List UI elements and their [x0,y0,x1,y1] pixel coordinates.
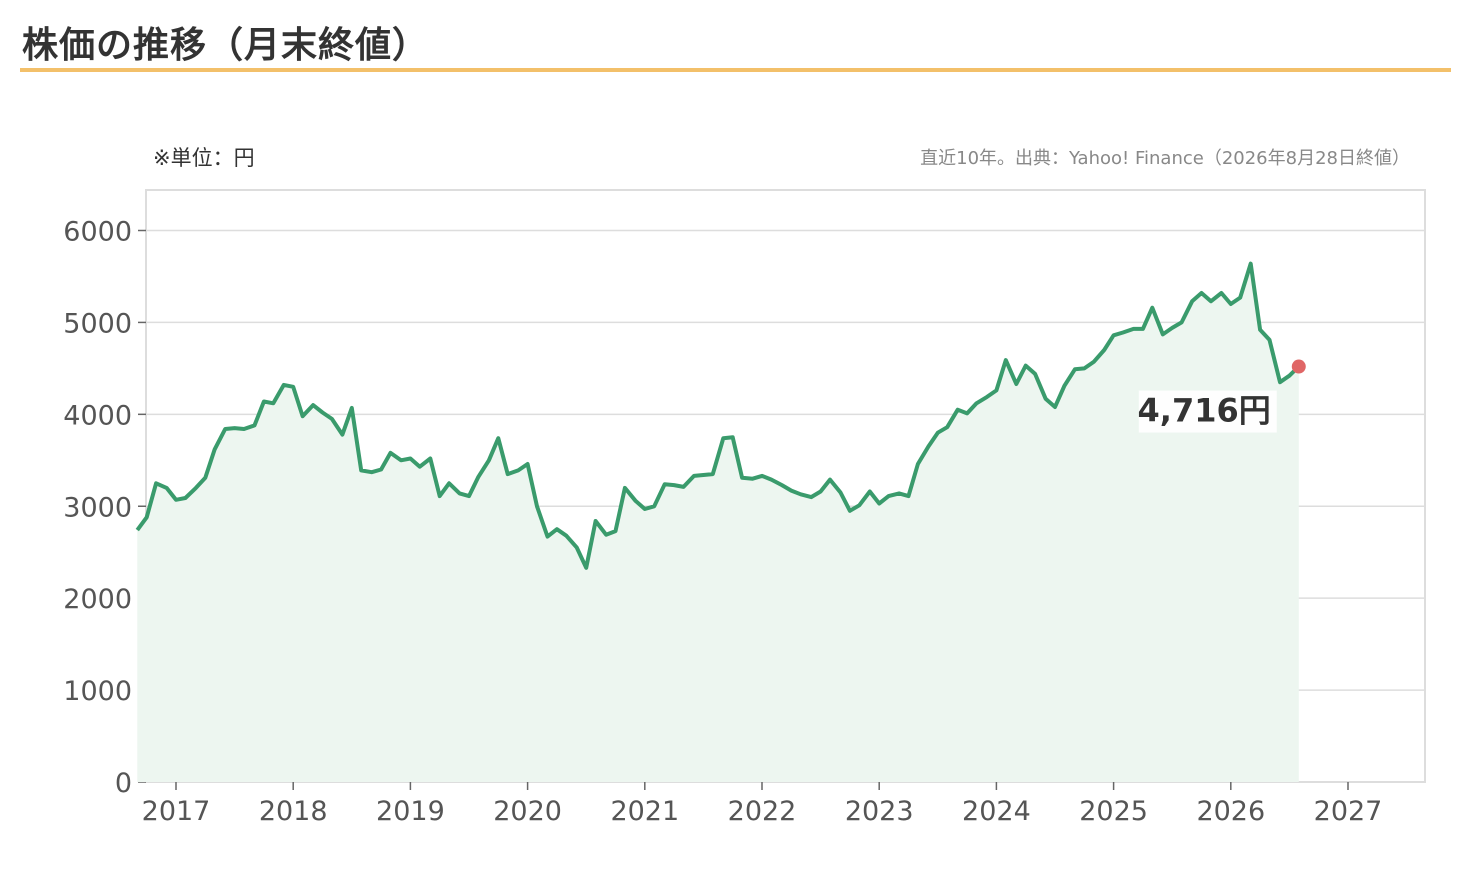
x-tick-label: 2021 [610,796,679,827]
y-tick-label: 1000 [63,676,132,707]
price-line [135,261,1301,570]
x-tick-label: 2027 [1314,796,1383,827]
x-tick-label: 2024 [962,796,1031,827]
last-value-label: 4,716円 [1138,392,1271,430]
page-title: 株価の推移（月末終値） [22,25,430,66]
unit-note: ※単位：円 [153,146,255,170]
price-area [137,263,1299,783]
source-note: 直近10年。出典：Yahoo! Finance（2026年8月28日終値） [920,148,1410,169]
y-tick-label: 6000 [63,217,132,248]
x-tick-label: 2022 [728,796,797,827]
y-tick-label: 5000 [63,308,132,339]
x-tick-label: 2020 [493,796,562,827]
x-tick-label: 2019 [376,796,445,827]
x-axis: 2017 2018 2019 2020 2021 2022 2023 2024 2025 2026… [142,782,1383,827]
last-value-label-bg [1138,390,1277,433]
y-tick-label: 3000 [63,492,132,523]
x-tick-label: 2026 [1196,796,1265,827]
y-tick-label: 4000 [63,400,132,431]
x-tick-label: 2018 [259,796,328,827]
y-axis: 0 1000 2000 3000 4000 5000 6000 [63,217,146,799]
title-underline [20,68,1451,72]
y-tick-label: 2000 [63,584,132,615]
x-tick-label: 2023 [845,796,914,827]
x-tick-label: 2017 [142,796,211,827]
last-value-marker [1291,359,1306,374]
y-tick-label: 0 [115,768,132,799]
x-tick-label: 2025 [1079,796,1148,827]
